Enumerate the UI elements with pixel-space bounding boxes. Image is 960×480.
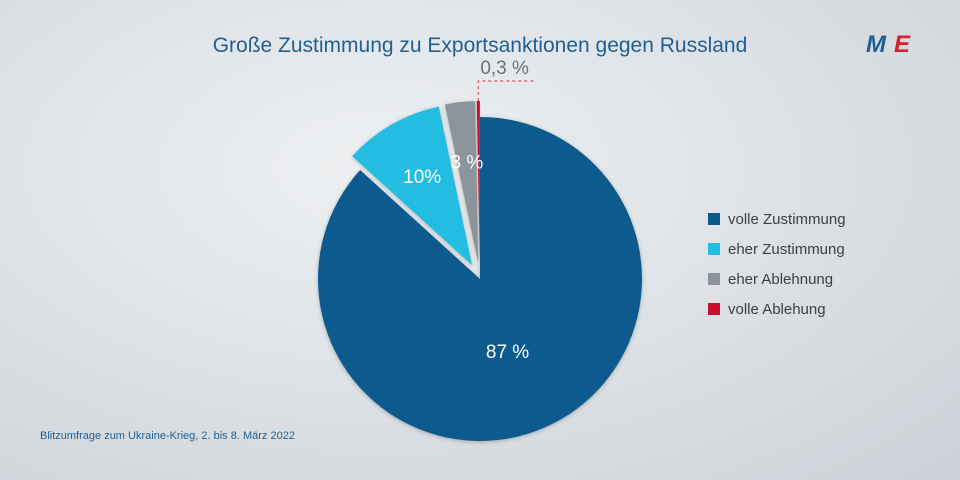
- slice-label-eher-ablehnung: 3 %: [451, 152, 484, 173]
- slice-labels: 87 % 10% 3 % 0,3 %: [403, 58, 529, 363]
- footnote: Blitzumfrage zum Ukraine-Krieg, 2. bis 8…: [40, 430, 295, 442]
- logo-m: M: [866, 31, 887, 56]
- legend-item-eher-zustimmung: eher Zustimmung: [708, 234, 948, 264]
- pie-slice-eher-ablehnung: [444, 101, 479, 264]
- legend-swatch: [708, 243, 720, 255]
- legend-swatch: [708, 273, 720, 285]
- legend-label: volle Zustimmung: [728, 210, 846, 228]
- leader-line-volle-ablehung: [477, 80, 534, 102]
- slice-label-eher-zustimmung: 10%: [403, 167, 441, 188]
- legend: volle Zustimmung eher Zustimmung eher Able…: [708, 204, 948, 324]
- me-logo: M E: [866, 31, 911, 56]
- legend-swatch: [708, 213, 720, 225]
- legend-item-volle-zustimmung: volle Zustimmung: [708, 204, 948, 234]
- slice-label-volle-ablehung: 0,3 %: [480, 58, 529, 79]
- legend-label: volle Ablehung: [728, 300, 826, 318]
- legend-label: eher Zustimmung: [728, 240, 845, 258]
- legend-swatch: [708, 303, 720, 315]
- pie-slice-eher-zustimmung: [352, 106, 473, 266]
- legend-item-volle-ablehung: volle Ablehung: [708, 294, 948, 324]
- logo-e: E: [894, 31, 911, 56]
- legend-item-eher-ablehnung: eher Ablehnung: [708, 264, 948, 294]
- label-leaders: [477, 80, 534, 102]
- pie-slice-volle-zustimmung: [318, 117, 643, 441]
- pie-slices: [318, 101, 643, 441]
- slice-label-volle-zustimmung: 87 %: [486, 342, 529, 363]
- pie-slice-volle-ablehung: [476, 101, 480, 264]
- chart-title: Große Zustimmung zu Exportsanktionen geg…: [212, 34, 748, 57]
- legend-label: eher Ablehnung: [728, 270, 834, 288]
